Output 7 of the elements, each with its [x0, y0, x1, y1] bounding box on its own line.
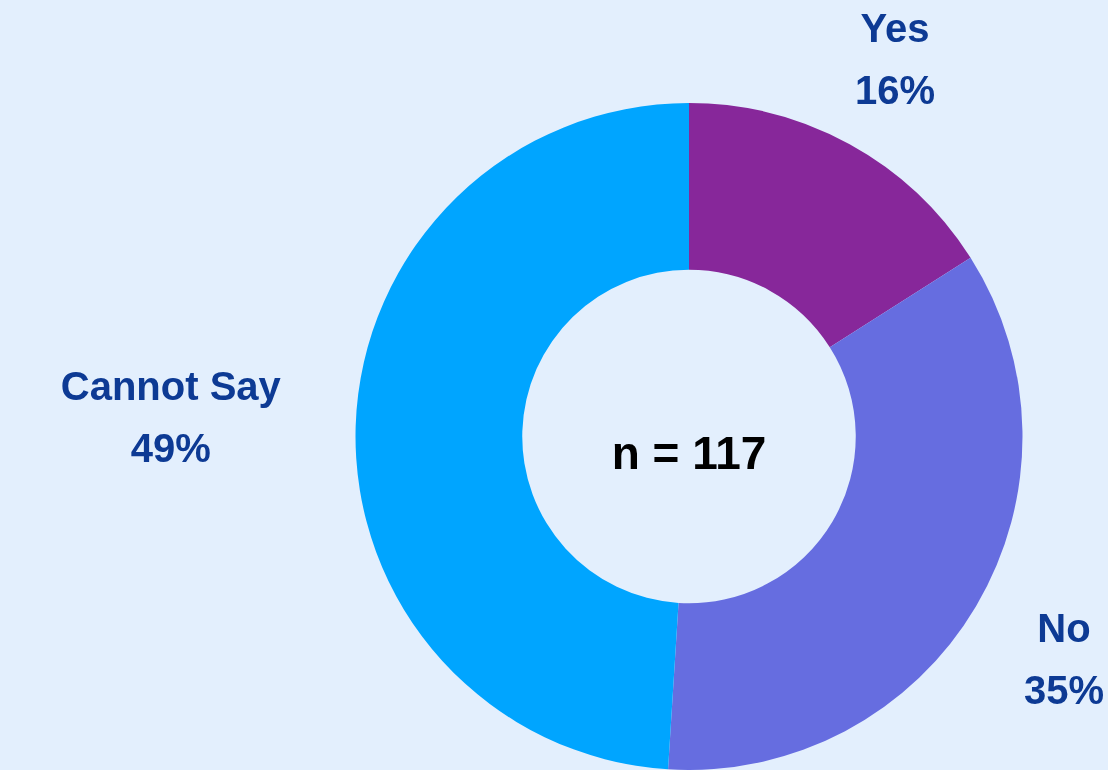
data-label: 49% — [130, 426, 211, 471]
slice-label: Yes — [860, 5, 930, 50]
text: n = 117 — [611, 427, 767, 480]
data-label: 35% — [1023, 668, 1104, 713]
slice-label: No — [1037, 606, 1091, 651]
slice-label: Cannot Say — [60, 364, 282, 409]
data-label: 16% — [855, 67, 936, 112]
